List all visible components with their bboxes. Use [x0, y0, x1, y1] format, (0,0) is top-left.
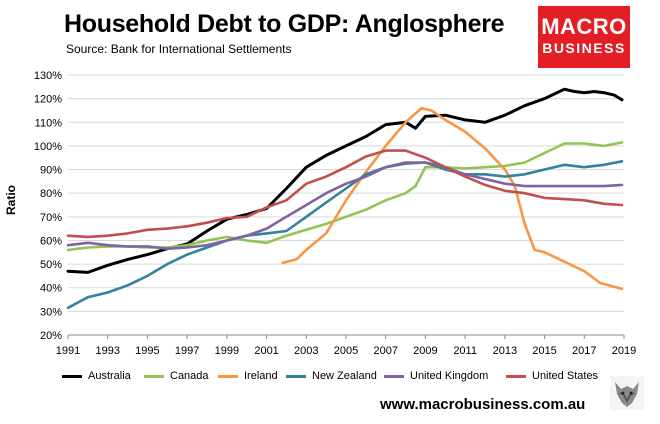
legend-swatch	[286, 374, 306, 378]
x-tick-label: 2017	[572, 345, 596, 357]
x-tick-label: 2001	[254, 345, 278, 357]
x-tick-label: 1991	[56, 345, 80, 357]
chart-subtitle: Source: Bank for International Settlemen…	[66, 42, 292, 56]
macrobusiness-logo: MACRO BUSINESS	[538, 6, 630, 68]
y-tick-label: 90%	[40, 165, 62, 177]
x-tick-label: 2005	[334, 345, 358, 357]
series-lines	[66, 87, 624, 310]
x-tick-label: 2013	[493, 345, 517, 357]
chart-title: Household Debt to GDP: Anglosphere	[64, 10, 505, 38]
legend: Australia Canada Ireland New Zealand United …	[62, 370, 622, 386]
legend-item-united-states: United States	[506, 370, 598, 382]
legend-swatch	[218, 374, 238, 378]
gridlines	[68, 74, 624, 336]
series-line-united-kingdom	[66, 161, 624, 250]
series-line-new-zealand	[66, 160, 624, 310]
y-tick-label: 20%	[40, 330, 62, 342]
legend-label: Ireland	[244, 370, 278, 382]
y-tick-label: 40%	[40, 283, 62, 295]
y-tick-label: 120%	[34, 94, 62, 106]
series-line-australia	[66, 87, 624, 274]
y-tick-labels: 20% 30% 40% 50% 60% 70% 80% 90% 100% 110% 120% 130%	[34, 70, 62, 342]
legend-item-united-kingdom: United Kingdom	[384, 370, 488, 382]
legend-label: Australia	[88, 370, 131, 382]
legend-swatch	[62, 374, 82, 378]
x-tick-label: 1997	[175, 345, 199, 357]
x-tick-label: 2019	[612, 345, 636, 357]
x-tick-labels: 1991 1993 1995 1997 1999 2001 2003 2005 2007 2009…	[56, 335, 636, 357]
x-tick-label: 2015	[532, 345, 556, 357]
series-line-ireland	[281, 106, 624, 291]
y-tick-label: 100%	[34, 141, 62, 153]
legend-swatch	[506, 374, 526, 378]
legend-item-australia: Australia	[62, 370, 131, 382]
legend-label: Canada	[170, 370, 209, 382]
y-tick-label: 80%	[40, 188, 62, 200]
legend-item-canada: Canada	[144, 370, 209, 382]
x-tick-label: 2003	[294, 345, 318, 357]
series-line-united-states	[66, 149, 624, 239]
y-tick-label: 110%	[35, 117, 63, 129]
legend-swatch	[384, 374, 404, 378]
y-tick-label: 30%	[40, 306, 62, 318]
legend-swatch	[144, 374, 164, 378]
legend-label: United Kingdom	[410, 370, 489, 382]
website-url: www.macrobusiness.com.au	[380, 396, 586, 413]
wolf-logo-icon	[610, 376, 644, 410]
legend-item-ireland: Ireland	[218, 370, 278, 382]
x-tick-label: 1999	[215, 345, 239, 357]
y-tick-label: 130%	[34, 70, 62, 82]
legend-item-new-zealand: New Zealand	[286, 370, 377, 382]
y-tick-label: 50%	[40, 259, 62, 271]
logo-line-1: MACRO	[541, 14, 627, 39]
legend-label: United States	[532, 370, 599, 382]
x-tick-label: 1993	[95, 345, 119, 357]
logo-line-2: BUSINESS	[542, 40, 626, 56]
legend-label: New Zealand	[312, 370, 377, 382]
x-tick-label: 2011	[453, 345, 477, 357]
x-tick-label: 2007	[373, 345, 397, 357]
y-tick-label: 70%	[40, 212, 62, 224]
y-tick-label: 60%	[40, 235, 62, 247]
x-tick-label: 2009	[413, 345, 437, 357]
x-tick-label: 1995	[135, 345, 159, 357]
